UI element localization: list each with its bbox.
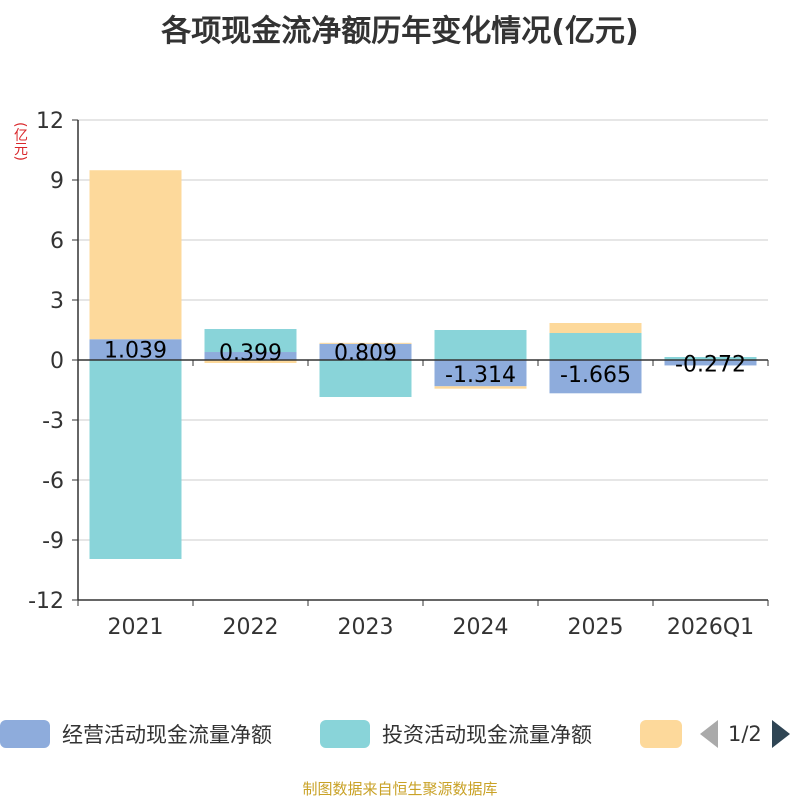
data-label: 0.399	[219, 341, 282, 366]
y-tick-label: 3	[50, 289, 64, 314]
bar-series1-2026Q1	[664, 357, 757, 360]
legend-page-indicator: 1/2	[728, 722, 762, 746]
x-tick-label: 2024	[453, 615, 509, 640]
data-label: -0.272	[675, 353, 746, 378]
bar-series2-2023	[319, 342, 412, 344]
bar-series1-2023	[319, 360, 412, 397]
y-tick-label: 0	[50, 349, 64, 374]
legend-swatch-investing	[320, 720, 370, 748]
bar-series1-2025	[549, 333, 642, 360]
legend-prev-icon[interactable]	[700, 720, 718, 748]
y-axis-unit-label: (亿元)	[12, 122, 28, 161]
cash-flow-chart: 12 9 6 3 0 -3 -6 -9 -12 2021 2022 2023 2024 2025 2026Q…	[28, 109, 769, 640]
legend-swatch-financing	[640, 720, 682, 748]
bar-series2-2024	[434, 386, 527, 389]
legend-next-icon[interactable]	[771, 720, 790, 748]
bar-series0-2025	[549, 360, 642, 394]
y-tick-label: 6	[50, 229, 64, 254]
legend-item-financing[interactable]	[640, 716, 682, 752]
y-tick-label: -12	[28, 589, 64, 614]
legend-label-operating: 经营活动现金流量净额	[62, 723, 272, 747]
legend-pager: 1/2	[700, 716, 790, 752]
bar-series0-2023	[319, 343, 412, 360]
data-label: 0.809	[334, 341, 397, 366]
y-tick-label: 9	[50, 169, 64, 194]
data-label: -1.314	[445, 363, 516, 388]
legend-item-investing[interactable]: 投资活动现金流量净额	[320, 716, 592, 752]
legend-swatch-operating	[0, 720, 50, 748]
bar-series1-2024	[434, 330, 527, 360]
bar-series1-2022	[204, 329, 297, 353]
bar-series0-2021	[89, 339, 182, 360]
y-tick-label: 12	[36, 109, 64, 134]
bar-series2-2021	[89, 170, 182, 340]
x-tick-label: 2026Q1	[667, 615, 754, 640]
data-label: 1.039	[104, 339, 167, 364]
x-tick-label: 2022	[223, 615, 279, 640]
x-tick-label: 2021	[108, 615, 164, 640]
bar-series2-2022	[204, 360, 297, 363]
chart-title: 各项现金流净额历年变化情况(亿元)	[161, 14, 639, 49]
data-source-footer: 制图数据来自恒生聚源数据库	[302, 780, 498, 798]
bar-series2-2025	[549, 323, 642, 333]
y-tick-label: -3	[42, 409, 64, 434]
y-tick-label: -6	[42, 469, 64, 494]
legend-label-investing: 投资活动现金流量净额	[382, 723, 592, 747]
x-tick-label: 2023	[338, 615, 394, 640]
bar-series0-2022	[204, 352, 297, 360]
legend-item-operating[interactable]: 经营活动现金流量净额	[0, 716, 272, 752]
bar-series1-2021	[89, 360, 182, 559]
bar-series0-2024	[434, 360, 527, 387]
bar-series0-2026Q1	[664, 360, 757, 366]
data-label: -1.665	[560, 363, 631, 388]
y-tick-label: -9	[42, 529, 64, 554]
legend: 经营活动现金流量净额 投资活动现金流量净额 1/2	[0, 716, 800, 752]
x-tick-label: 2025	[568, 615, 624, 640]
